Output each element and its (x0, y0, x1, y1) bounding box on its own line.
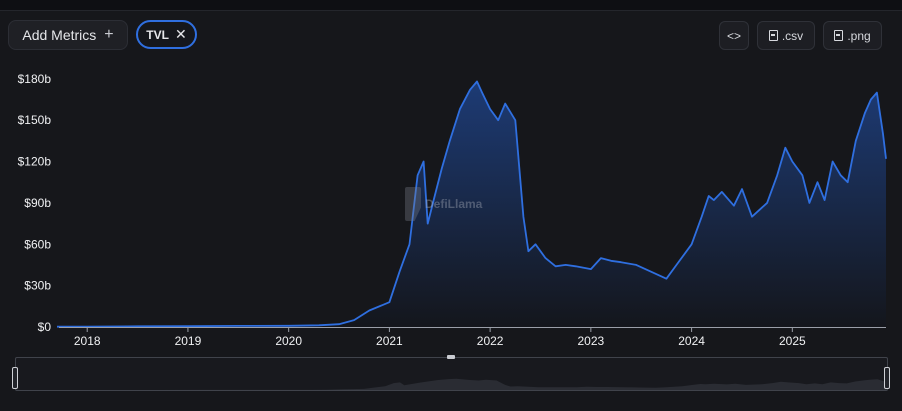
y-tick-label: $30b (24, 279, 51, 293)
x-tick-label: 2019 (175, 334, 202, 348)
range-brush[interactable] (13, 357, 888, 391)
watermark: DefiLlama (405, 187, 482, 221)
metric-chip-tvl[interactable]: TVL ✕ (136, 20, 197, 49)
x-tick-label: 2025 (779, 334, 806, 348)
tvl-line (56, 80, 887, 328)
watermark-text: DefiLlama (425, 197, 483, 211)
add-metrics-label: Add Metrics (22, 27, 97, 43)
png-label: .png (847, 28, 871, 43)
y-tick-label: $0 (38, 320, 52, 334)
defillama-logo-icon (405, 187, 421, 221)
csv-label: .csv (781, 28, 804, 43)
y-tick-label: $60b (24, 237, 51, 251)
tvl-chart: $0 $30b $60b $90b $120b $150b $180b 2018 2019 202… (18, 72, 887, 348)
x-tick-label: 2018 (74, 334, 101, 348)
plus-icon: + (104, 26, 114, 43)
chart-toolbar: Add Metrics + TVL ✕ <> .csv .png (0, 11, 902, 61)
brush-grip-icon[interactable] (447, 355, 455, 359)
brush-preview-area (13, 378, 887, 390)
x-tick-label: 2020 (275, 334, 302, 348)
y-tick-label: $90b (24, 196, 51, 210)
file-icon (834, 30, 844, 41)
brush-right-handle[interactable] (884, 367, 890, 389)
close-icon[interactable]: ✕ (174, 26, 187, 42)
y-tick-label: $150b (18, 113, 52, 127)
y-tick-label: $180b (18, 72, 52, 86)
x-tick-label: 2023 (578, 334, 605, 348)
code-icon: <> (726, 28, 741, 43)
add-metrics-button[interactable]: Add Metrics + (8, 20, 128, 50)
download-csv-button[interactable]: .csv (757, 21, 815, 50)
y-tick-label: $120b (18, 155, 52, 169)
file-icon (768, 30, 778, 41)
download-png-button[interactable]: .png (823, 21, 882, 50)
embed-code-button[interactable]: <> (719, 21, 749, 50)
chart-panel: Add Metrics + TVL ✕ <> .csv .png (0, 10, 902, 411)
brush-preview (13, 378, 887, 390)
brush-left-handle[interactable] (12, 367, 18, 389)
x-tick-label: 2024 (678, 334, 705, 348)
metric-chip-label: TVL (146, 27, 169, 42)
tvl-area (57, 81, 886, 327)
x-tick-label: 2022 (477, 334, 504, 348)
x-tick-label: 2021 (376, 334, 403, 348)
